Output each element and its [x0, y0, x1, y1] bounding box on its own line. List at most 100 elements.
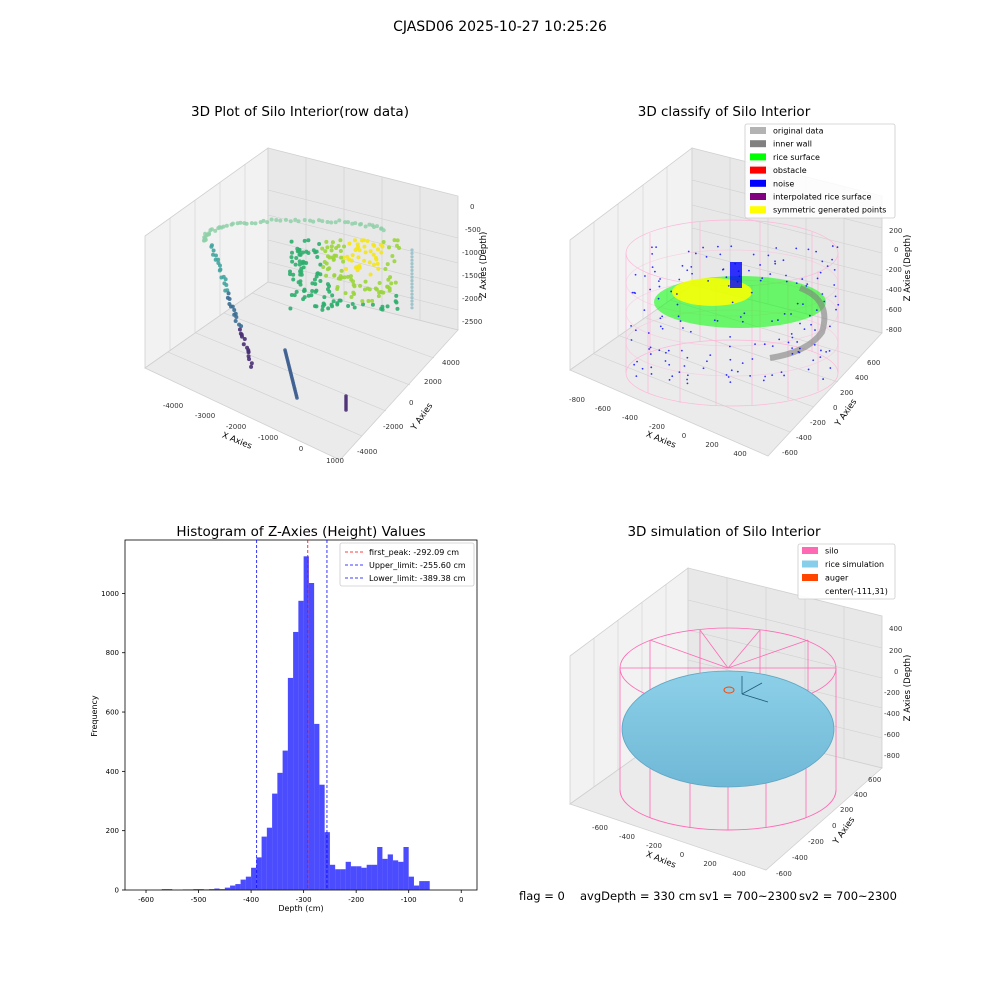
scatter-point [309, 293, 314, 298]
histogram-bar [245, 876, 252, 890]
histogram-bar [277, 772, 283, 890]
raw3d-title: 3D Plot of Silo Interior(row data) [191, 104, 409, 120]
sim3d-auger [723, 686, 735, 694]
scatter-point [322, 260, 327, 265]
histogram-bars [161, 556, 430, 890]
scatter-point [219, 275, 224, 280]
classify3d-legend: original data inner wall rice surface obsta… [744, 123, 896, 219]
scatter-point [363, 224, 368, 229]
scatter-point [295, 246, 300, 251]
scatter-point [808, 314, 811, 317]
histogram-bar [350, 866, 357, 890]
legend-frame [744, 123, 896, 219]
scatter-point [217, 268, 222, 273]
scatter-point [410, 251, 414, 255]
scatter-point [351, 279, 356, 284]
scatter-point [689, 330, 692, 333]
scatter-point [837, 303, 840, 306]
scatter-point [327, 255, 332, 260]
scatter-point [410, 248, 414, 252]
scatter-point [647, 332, 650, 334]
scatter-point [650, 366, 653, 369]
classify3d-xtick: 200 [705, 441, 718, 449]
scatter-point [676, 303, 679, 306]
scatter-point [371, 262, 376, 267]
scatter-point [709, 354, 712, 357]
scatter-point [657, 280, 660, 283]
classify3d-xtick: 400 [733, 450, 746, 458]
scatter-point [410, 279, 414, 283]
sim3d-ztick: -200 [884, 689, 900, 697]
legend-label: original data [773, 127, 824, 136]
scatter-point [323, 249, 328, 254]
sim3d-xticks: -600 -400 -200 0 200 400 [592, 824, 746, 878]
legend-label: silo [825, 547, 839, 556]
scatter-point [774, 260, 776, 263]
scatter-point [675, 293, 678, 295]
legend-swatch [750, 166, 766, 174]
scatter-point [334, 246, 339, 251]
scatter-point [410, 302, 414, 306]
sim3d-ztick: -600 [884, 731, 900, 739]
x-axis: -600 -500 -400 -300 -200 -100 0 [138, 890, 463, 904]
scatter-point [821, 260, 824, 263]
scatter-point [635, 375, 638, 378]
scatter-point [829, 367, 832, 369]
histogram-bar [424, 881, 430, 890]
histogram-bar [219, 889, 225, 890]
scatter-point [633, 363, 636, 366]
scatter-point [725, 276, 728, 279]
sim3d-ztick: 200 [889, 647, 902, 655]
raw3d-ztick: 0 [470, 203, 474, 211]
scatter-point [796, 341, 799, 343]
scatter-point [821, 293, 824, 295]
scatter-point [651, 252, 654, 255]
histogram-bar [203, 889, 210, 890]
scatter-point [729, 381, 732, 384]
scatter-point [376, 294, 381, 299]
scatter-point [630, 339, 633, 341]
raw3d-zlabel: Z Axies (Depth) [479, 232, 489, 299]
scatter-point [242, 336, 247, 341]
scatter-point [367, 222, 372, 227]
scatter-point [363, 250, 368, 255]
classify3d-ylabel: Y Axies [833, 397, 860, 429]
histogram-bar [361, 867, 367, 890]
scatter-point [680, 349, 683, 352]
scatter-point [298, 269, 303, 274]
legend-swatch [802, 560, 818, 568]
scatter-point [764, 375, 767, 378]
sim3d-xtick: 0 [680, 851, 684, 859]
status-line: flag = 0 avgDepth = 330 cm sv1 = 700~230… [519, 889, 897, 903]
scatter-point [668, 363, 671, 366]
scatter-point [344, 266, 349, 271]
scatter-point [410, 296, 414, 300]
scatter-point [360, 299, 365, 304]
scatter-point [338, 248, 343, 253]
raw3d-zticks: 0 -500 -1000 -1500 -2000 -2500 [462, 203, 482, 326]
panel-sim3d: 3D simulation of Silo Interior [569, 524, 913, 878]
scatter-point [790, 333, 793, 335]
classify3d-zlabel: Z Axies (Depth) [903, 235, 913, 302]
scatter-point [670, 290, 673, 293]
scatter-point [342, 244, 347, 249]
scatter-point [775, 247, 778, 249]
sim3d-xtick: 200 [703, 860, 716, 868]
scatter-point [353, 238, 358, 243]
scatter-point [320, 307, 325, 312]
scatter-point [815, 309, 818, 312]
classify3d-xtick: -800 [569, 396, 585, 404]
histogram-bar [272, 793, 278, 890]
scatter-point [659, 278, 661, 280]
scatter-point [802, 303, 804, 306]
classify3d-ztick: -400 [886, 286, 902, 294]
scatter-point [329, 302, 334, 307]
scatter-point [727, 284, 730, 287]
raw3d-ztick: -1500 [462, 272, 482, 280]
scatter-point [687, 250, 690, 253]
scatter-point [751, 358, 754, 360]
scatter-point [668, 378, 671, 381]
scatter-point [224, 223, 229, 228]
scatter-point [833, 268, 836, 271]
scatter-point [318, 262, 323, 267]
